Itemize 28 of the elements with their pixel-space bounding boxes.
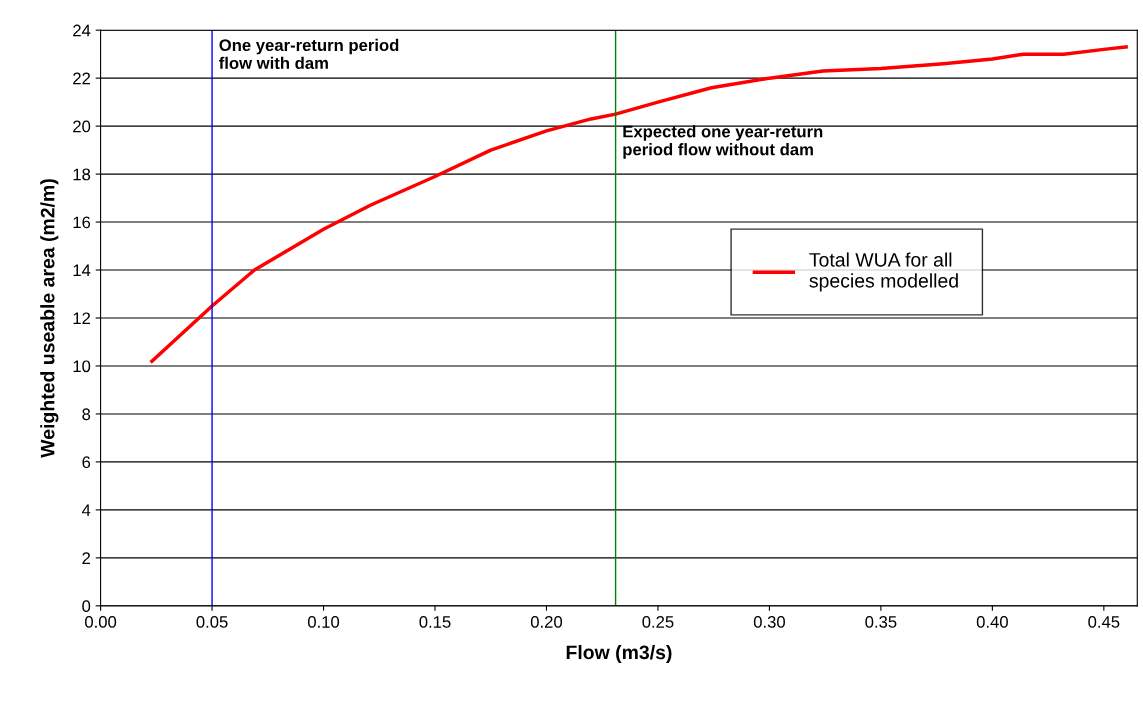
y-tick-label: 24 <box>73 24 91 37</box>
ref-line-label: One year-return period flow with dam <box>219 38 399 70</box>
legend-label: Total WUA for all species modelled <box>809 252 958 292</box>
y-tick-label: 20 <box>73 120 91 133</box>
y-axis-title: Weighted useable area (m2/m) <box>40 179 59 458</box>
x-tick-label: 0.05 <box>196 615 228 628</box>
x-tick-label: 0.35 <box>865 615 897 628</box>
x-tick-label: 0.25 <box>642 615 674 628</box>
y-tick-label: 8 <box>82 408 91 421</box>
x-tick-label: 0.45 <box>1088 615 1120 628</box>
x-tick-label: 0.10 <box>307 615 340 628</box>
x-tick-label: 0.20 <box>530 615 563 628</box>
x-axis-title: Flow (m3/s) <box>566 644 672 664</box>
y-tick-label: 0 <box>82 600 91 613</box>
ref-line-label: Expected one year-return period flow without dam <box>623 125 823 159</box>
y-tick-label: 22 <box>73 72 91 85</box>
y-tick-label: 12 <box>73 312 91 325</box>
x-tick-label: 0.00 <box>85 615 117 628</box>
x-tick-label: 0.15 <box>419 615 451 628</box>
x-tick-label: 0.30 <box>753 615 785 628</box>
y-tick-label: 2 <box>82 552 91 564</box>
y-tick-label: 4 <box>81 504 91 516</box>
y-tick-label: 6 <box>82 456 91 469</box>
y-tick-label: 10 <box>73 360 91 373</box>
y-tick-label: 18 <box>73 168 91 181</box>
x-tick-label: 0.40 <box>976 615 1008 628</box>
y-tick-label: 14 <box>73 264 91 277</box>
y-tick-label: 16 <box>73 216 91 229</box>
